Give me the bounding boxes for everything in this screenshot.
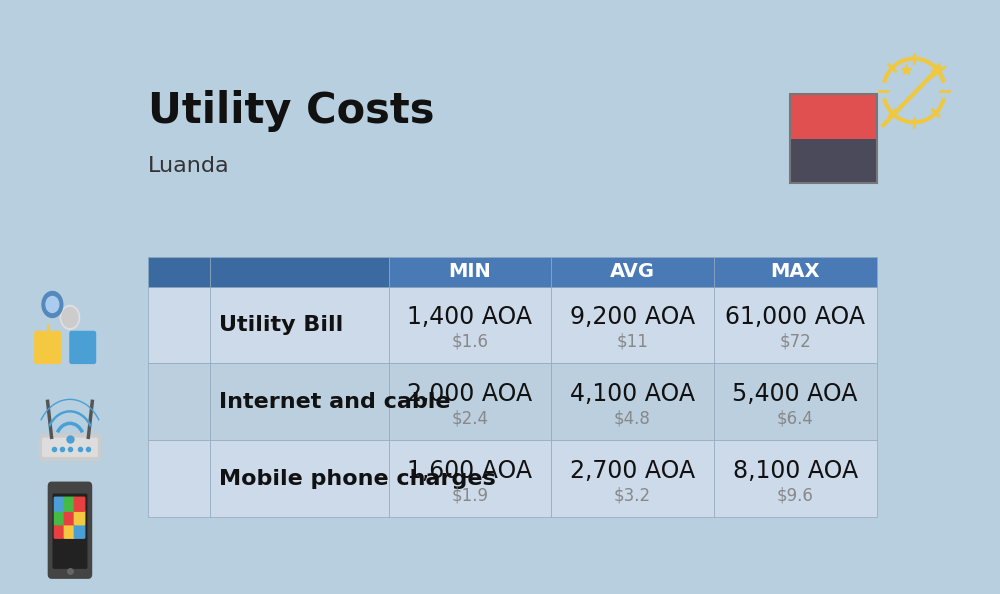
FancyBboxPatch shape [551, 286, 714, 364]
Circle shape [46, 296, 59, 312]
Text: 1,400 AOA: 1,400 AOA [407, 305, 532, 329]
FancyBboxPatch shape [210, 286, 389, 364]
Circle shape [60, 305, 80, 330]
FancyBboxPatch shape [389, 286, 551, 364]
FancyBboxPatch shape [54, 511, 65, 525]
FancyBboxPatch shape [54, 525, 65, 538]
Text: $3.2: $3.2 [614, 486, 651, 505]
FancyBboxPatch shape [148, 364, 210, 440]
FancyBboxPatch shape [70, 331, 96, 364]
FancyBboxPatch shape [35, 331, 60, 364]
Text: Utility Bill: Utility Bill [219, 315, 344, 335]
FancyBboxPatch shape [148, 440, 210, 517]
FancyBboxPatch shape [790, 94, 877, 139]
FancyBboxPatch shape [551, 364, 714, 440]
FancyBboxPatch shape [389, 257, 551, 286]
FancyBboxPatch shape [210, 257, 389, 286]
Text: $4.8: $4.8 [614, 410, 651, 428]
Text: Luanda: Luanda [148, 156, 230, 176]
Text: 8,100 AOA: 8,100 AOA [733, 459, 858, 483]
Text: AVG: AVG [610, 262, 655, 281]
Text: $9.6: $9.6 [777, 486, 814, 505]
Text: 61,000 AOA: 61,000 AOA [725, 305, 865, 329]
FancyBboxPatch shape [54, 497, 65, 511]
Text: Utility Costs: Utility Costs [148, 90, 435, 132]
FancyBboxPatch shape [40, 434, 100, 460]
FancyBboxPatch shape [74, 511, 85, 525]
FancyBboxPatch shape [64, 511, 75, 525]
Text: $6.4: $6.4 [777, 410, 814, 428]
FancyBboxPatch shape [64, 525, 75, 538]
FancyBboxPatch shape [389, 364, 551, 440]
Text: MIN: MIN [449, 262, 491, 281]
FancyBboxPatch shape [551, 440, 714, 517]
FancyBboxPatch shape [714, 257, 877, 286]
Text: 2,700 AOA: 2,700 AOA [570, 459, 695, 483]
Text: Mobile phone charges: Mobile phone charges [219, 469, 496, 489]
FancyBboxPatch shape [714, 286, 877, 364]
FancyBboxPatch shape [74, 525, 85, 538]
FancyBboxPatch shape [43, 438, 97, 456]
Circle shape [42, 292, 63, 317]
Text: 5,400 AOA: 5,400 AOA [732, 382, 858, 406]
Text: 1,600 AOA: 1,600 AOA [407, 459, 532, 483]
Text: 4,100 AOA: 4,100 AOA [570, 382, 695, 406]
FancyBboxPatch shape [48, 482, 92, 578]
FancyBboxPatch shape [714, 364, 877, 440]
FancyBboxPatch shape [210, 364, 389, 440]
FancyBboxPatch shape [210, 440, 389, 517]
FancyBboxPatch shape [790, 139, 877, 184]
Text: $2.4: $2.4 [451, 410, 488, 428]
Text: 2,000 AOA: 2,000 AOA [407, 382, 532, 406]
Text: Internet and cable: Internet and cable [219, 392, 451, 412]
Text: $72: $72 [779, 333, 811, 351]
FancyBboxPatch shape [148, 286, 210, 364]
FancyBboxPatch shape [148, 257, 210, 286]
Text: $11: $11 [616, 333, 648, 351]
Text: 9,200 AOA: 9,200 AOA [570, 305, 695, 329]
Circle shape [62, 308, 78, 327]
FancyBboxPatch shape [64, 497, 75, 511]
Text: $1.6: $1.6 [451, 333, 488, 351]
Text: $1.9: $1.9 [451, 486, 488, 505]
FancyBboxPatch shape [389, 440, 551, 517]
Text: MAX: MAX [770, 262, 820, 281]
FancyBboxPatch shape [714, 440, 877, 517]
FancyBboxPatch shape [74, 497, 85, 511]
FancyBboxPatch shape [53, 494, 87, 568]
FancyBboxPatch shape [551, 257, 714, 286]
